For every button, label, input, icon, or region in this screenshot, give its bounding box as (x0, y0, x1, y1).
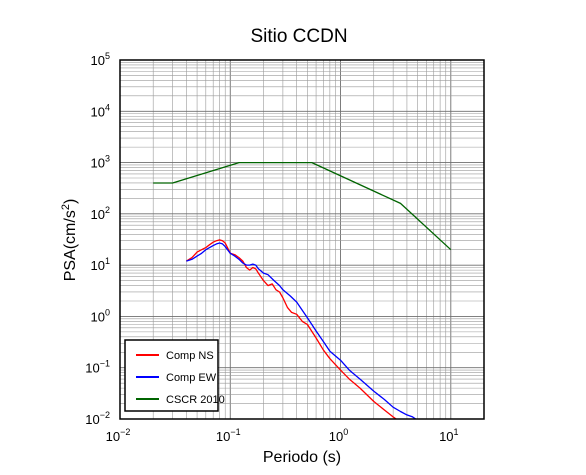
y-tick-label: 103 (91, 154, 110, 171)
y-tick-label: 100 (91, 307, 110, 324)
chart-title: Sitio CCDN (250, 26, 347, 47)
grid (120, 60, 484, 419)
series-line-1 (186, 242, 417, 419)
plot-frame (119, 59, 485, 420)
x-axis-title: Periodo (s) (263, 449, 341, 466)
x-tick-label: 10−1 (216, 427, 241, 444)
legend-label: CSCR 2010 (166, 394, 225, 406)
series-line-2 (153, 161, 452, 251)
y-tick-label: 105 (91, 51, 110, 68)
x-tick-label: 101 (439, 427, 458, 444)
y-axis-title-close: ) (62, 199, 79, 204)
y-axis-title-sup: 2 (60, 204, 72, 210)
legend: Comp NS Comp EW CSCR 2010 (124, 339, 225, 412)
x-tick-label: 10−2 (106, 427, 131, 444)
y-tick-labels: 10−2 10−1 100 101 102 103 104 105 (85, 51, 110, 427)
legend-label: Comp EW (166, 372, 217, 384)
x-tick-label: 100 (329, 427, 348, 444)
x-tick-labels: 10−2 10−1 100 101 (106, 427, 459, 444)
y-tick-label: 102 (91, 205, 110, 222)
y-tick-label: 104 (91, 102, 110, 119)
legend-label: Comp NS (166, 350, 214, 362)
y-axis-title-main: PSA(cm/s (62, 210, 79, 281)
y-axis-title: PSA(cm/s2) (60, 199, 79, 282)
y-tick-label: 10−1 (85, 359, 110, 376)
y-tick-label: 10−2 (85, 410, 110, 427)
y-tick-label: 101 (91, 256, 110, 273)
series-group (153, 161, 452, 419)
series-line-0 (186, 239, 397, 419)
